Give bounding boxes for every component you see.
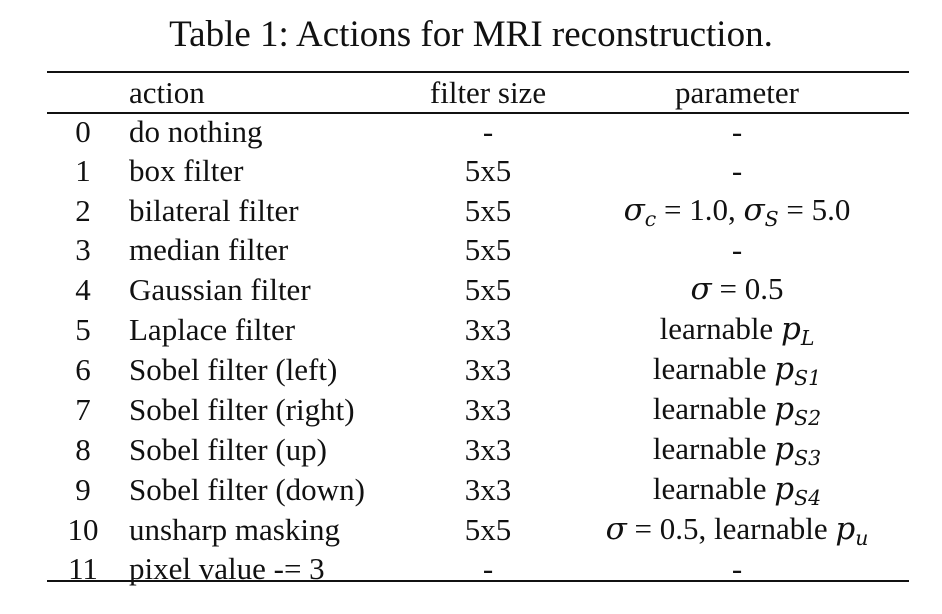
row-filter-size: 3x3	[464, 471, 512, 507]
row-filter-size: 3x3	[464, 431, 512, 467]
header-row: action filter size parameter	[47, 73, 909, 112]
row-action: Laplace filter	[129, 311, 296, 347]
row-index: 8	[75, 431, 91, 467]
row-parameter: learnable pS2	[652, 391, 822, 431]
row-action: unsharp masking	[129, 511, 340, 547]
bottom-rule	[47, 580, 909, 582]
row-action: Sobel filter (left)	[129, 351, 338, 387]
actions-table: action filter size parameter 0 do nothin…	[47, 73, 909, 588]
row-filter-size: -	[482, 551, 494, 586]
table-row: 8 Sobel filter (up) 3x3 learnable pS3	[47, 429, 909, 469]
row-action: bilateral filter	[129, 192, 299, 228]
row-index: 5	[75, 311, 91, 347]
header-filter-size: filter size	[429, 74, 547, 110]
row-parameter: -	[731, 153, 743, 188]
row-parameter: σc = 1.0, σS = 5.0	[623, 192, 851, 232]
table-row: 7 Sobel filter (right) 3x3 learnable pS2	[47, 389, 909, 429]
row-action: do nothing	[129, 114, 263, 149]
row-parameter: learnable pS3	[652, 431, 822, 471]
row-action: box filter	[129, 153, 244, 188]
row-filter-size: 3x3	[464, 391, 512, 427]
row-filter-size: 3x3	[464, 311, 512, 347]
row-filter-size: 5x5	[464, 232, 512, 267]
row-filter-size: 5x5	[464, 192, 512, 228]
table-row: 9 Sobel filter (down) 3x3 learnable pS4	[47, 469, 909, 509]
row-filter-size: 5x5	[464, 271, 512, 307]
row-action: Sobel filter (right)	[129, 391, 355, 427]
row-index: 0	[75, 114, 91, 149]
row-parameter: learnable pS4	[652, 471, 822, 511]
table-row: 0 do nothing - -	[47, 112, 909, 151]
table-row: 10 unsharp masking 5x5 σ = 0.5, learnabl…	[47, 509, 909, 549]
row-parameter: -	[731, 551, 743, 586]
row-filter-size: 3x3	[464, 351, 512, 387]
row-filter-size: 5x5	[464, 511, 512, 547]
row-action: pixel value -= 3	[129, 551, 325, 586]
header-index	[47, 73, 119, 112]
row-action: Gaussian filter	[129, 271, 311, 307]
header-action: action	[129, 74, 205, 110]
table-row: 3 median filter 5x5 -	[47, 230, 909, 269]
row-action: median filter	[129, 232, 289, 267]
row-index: 4	[75, 271, 91, 307]
row-index: 2	[75, 192, 91, 228]
row-action: Sobel filter (down)	[129, 471, 365, 507]
header-parameter: parameter	[675, 74, 799, 110]
row-parameter: learnable pL	[659, 311, 815, 351]
row-parameter: learnable pS1	[652, 351, 822, 391]
table-row: 6 Sobel filter (left) 3x3 learnable pS1	[47, 349, 909, 389]
row-index: 6	[75, 351, 91, 387]
row-parameter: σ = 0.5	[690, 271, 784, 307]
row-index: 3	[75, 232, 91, 267]
table-row: 5 Laplace filter 3x3 learnable pL	[47, 309, 909, 349]
table-row: 1 box filter 5x5 -	[47, 151, 909, 190]
row-index: 1	[75, 153, 91, 188]
header-rule	[47, 112, 909, 114]
table-row: 11 pixel value -= 3 - -	[47, 549, 909, 588]
row-action: Sobel filter (up)	[129, 431, 328, 467]
row-parameter: -	[731, 114, 743, 149]
table-caption: Table 1: Actions for MRI reconstruction.	[169, 14, 773, 55]
row-index: 11	[68, 551, 98, 586]
row-index: 9	[75, 471, 91, 507]
row-index: 10	[67, 511, 99, 547]
table-row: 4 Gaussian filter 5x5 σ = 0.5	[47, 269, 909, 309]
top-rule	[47, 71, 909, 73]
row-parameter: -	[731, 232, 743, 267]
row-filter-size: -	[482, 114, 494, 149]
row-filter-size: 5x5	[464, 153, 512, 188]
row-parameter: σ = 0.5, learnable pu	[605, 511, 869, 551]
row-index: 7	[75, 391, 91, 427]
table-row: 2 bilateral filter 5x5 σc = 1.0, σS = 5.…	[47, 190, 909, 230]
